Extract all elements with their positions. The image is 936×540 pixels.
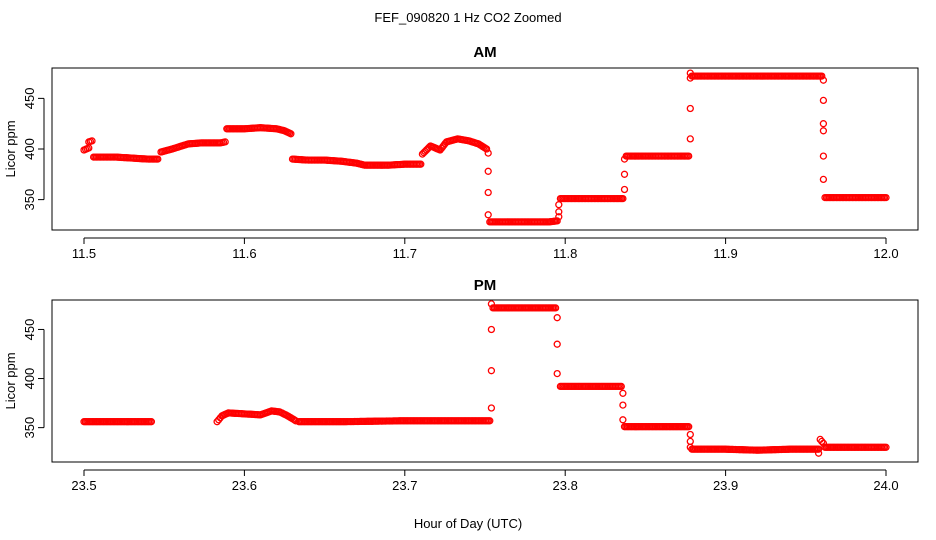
transition-point xyxy=(487,404,496,412)
transition-point xyxy=(619,389,627,397)
transition-point xyxy=(553,369,561,378)
pm-y-axis-label: Licor ppm xyxy=(3,352,18,409)
transition-point xyxy=(553,314,561,322)
x-tick-label: 23.9 xyxy=(713,478,738,493)
pm-plot-frame xyxy=(51,299,919,463)
transition-point xyxy=(620,155,629,163)
x-tick-label: 11.9 xyxy=(713,246,737,261)
data-point xyxy=(685,423,693,431)
transition-point xyxy=(620,185,629,194)
x-tick-label: 12.0 xyxy=(873,246,898,261)
transition-point xyxy=(555,201,563,209)
transition-point xyxy=(686,74,694,82)
transition-point xyxy=(819,96,828,105)
x-axis-title: Hour of Day (UTC) xyxy=(414,516,522,531)
data-point xyxy=(818,72,826,80)
transition-point xyxy=(487,325,496,334)
data-point xyxy=(617,382,625,391)
transition-point xyxy=(686,69,694,77)
x-tick-label: 23.6 xyxy=(232,478,257,493)
x-tick-label: 23.7 xyxy=(392,478,417,493)
am-panel: AM 11.5 11.6 11.7 11.8 11.9 12.0 350 400 450 Li… xyxy=(3,44,919,261)
transition-point xyxy=(686,443,694,451)
data-point xyxy=(287,130,295,138)
am-panel-title: AM xyxy=(473,44,496,61)
pm-panel-title: PM xyxy=(474,277,497,294)
x-tick-label: 24.0 xyxy=(873,478,898,493)
x-tick-label: 11.8 xyxy=(553,246,577,261)
x-tick-label: 11.6 xyxy=(232,246,256,261)
y-tick-label: 350 xyxy=(22,189,37,211)
transition-point xyxy=(484,211,492,219)
transition-point xyxy=(819,120,828,128)
am-points xyxy=(80,69,890,226)
data-point xyxy=(882,443,890,451)
data-point xyxy=(619,194,627,203)
pm-points xyxy=(80,300,890,457)
transition-point xyxy=(555,208,563,216)
transition-point xyxy=(819,152,828,160)
data-point xyxy=(818,437,826,446)
figure-title: FEF_090820 1 Hz CO2 Zoomed xyxy=(374,10,561,25)
am-plot-frame xyxy=(51,67,919,231)
transition-point xyxy=(814,449,823,457)
transition-point xyxy=(686,430,694,439)
x-tick-label: 23.5 xyxy=(71,478,96,493)
y-tick-label: 450 xyxy=(22,319,37,341)
data-point xyxy=(882,193,890,202)
transition-point xyxy=(619,401,627,409)
transition-point xyxy=(819,76,828,84)
data-point xyxy=(486,417,494,425)
transition-point xyxy=(484,149,492,157)
transition-point xyxy=(686,135,694,143)
data-point xyxy=(88,137,96,145)
pm-x-axis: 23.5 23.6 23.7 23.8 23.9 24.0 xyxy=(71,469,899,493)
transition-point xyxy=(484,167,492,175)
am-y-axis: 350 400 450 xyxy=(22,88,45,211)
transition-point xyxy=(619,416,627,424)
data-point xyxy=(551,304,560,312)
transition-point xyxy=(620,170,629,178)
data-point xyxy=(154,155,162,163)
data-point xyxy=(482,145,491,153)
transition-point xyxy=(487,300,496,308)
data-point xyxy=(685,152,693,160)
transition-point xyxy=(686,437,694,446)
transition-point xyxy=(487,367,496,375)
pm-y-axis: 350 400 450 xyxy=(22,319,45,439)
am-y-axis-label: Licor ppm xyxy=(3,120,18,177)
transition-point xyxy=(555,213,563,221)
data-point xyxy=(814,445,823,453)
data-point xyxy=(553,217,561,225)
x-tick-label: 23.8 xyxy=(553,478,578,493)
data-point xyxy=(221,138,229,146)
pm-panel: PM 23.5 23.6 23.7 23.8 23.9 24.0 350 400 450 Li… xyxy=(3,277,919,493)
transition-point xyxy=(686,104,694,113)
y-tick-label: 400 xyxy=(22,138,37,160)
data-point xyxy=(417,160,425,168)
y-tick-label: 350 xyxy=(22,417,37,439)
x-tick-label: 11.7 xyxy=(393,246,417,261)
transition-point xyxy=(553,340,561,348)
transition-point xyxy=(484,188,492,197)
transition-point xyxy=(819,127,828,135)
y-tick-label: 450 xyxy=(22,88,37,110)
transition-point xyxy=(819,175,828,184)
am-x-axis: 11.5 11.6 11.7 11.8 11.9 12.0 xyxy=(72,237,899,261)
y-tick-label: 400 xyxy=(22,368,37,390)
data-point xyxy=(147,418,156,426)
x-tick-label: 11.5 xyxy=(72,246,96,261)
